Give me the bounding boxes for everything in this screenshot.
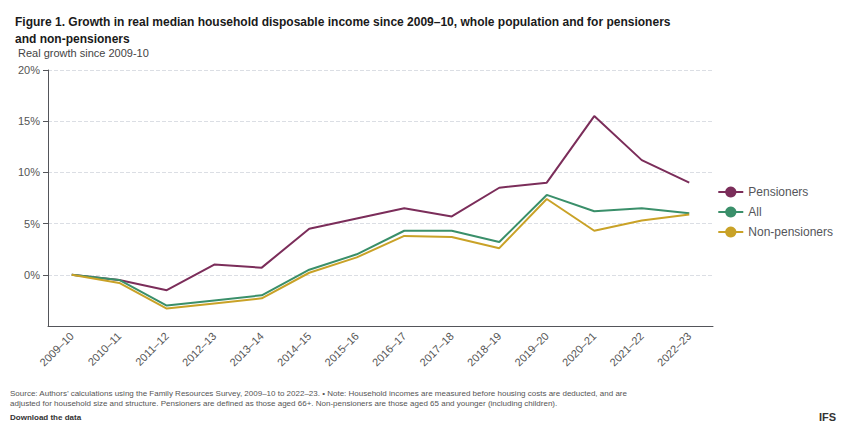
svg-text:adjusted for household size an: adjusted for household size and structur…	[10, 399, 557, 408]
svg-text:2011–12: 2011–12	[133, 330, 171, 368]
svg-text:Figure 1. Growth in real media: Figure 1. Growth in real median househol…	[15, 15, 671, 29]
svg-text:2016–17: 2016–17	[370, 330, 409, 369]
svg-text:2019–20: 2019–20	[512, 330, 551, 369]
svg-text:2018–19: 2018–19	[465, 330, 504, 369]
svg-text:All: All	[748, 205, 761, 219]
svg-text:Non-pensioners: Non-pensioners	[748, 225, 833, 239]
svg-text:0%: 0%	[24, 269, 40, 281]
svg-text:and non-pensioners: and non-pensioners	[15, 32, 130, 46]
svg-text:2014–15: 2014–15	[275, 330, 314, 369]
svg-text:2017–18: 2017–18	[417, 330, 456, 369]
svg-text:2009–10: 2009–10	[37, 330, 76, 369]
svg-text:Source: Authors’ calculations: Source: Authors’ calculations using the …	[10, 389, 627, 398]
svg-text:20%: 20%	[18, 64, 40, 76]
svg-text:2021–22: 2021–22	[607, 330, 646, 369]
svg-text:Pensioners: Pensioners	[748, 185, 808, 199]
svg-text:5%: 5%	[24, 218, 40, 230]
svg-text:Real growth since 2009-10: Real growth since 2009-10	[18, 47, 149, 59]
svg-text:2013–14: 2013–14	[227, 330, 266, 369]
svg-text:2010–11: 2010–11	[85, 330, 123, 368]
svg-text:2012–13: 2012–13	[180, 330, 219, 369]
svg-text:10%: 10%	[18, 166, 40, 178]
svg-text:Download the data: Download the data	[10, 413, 82, 422]
svg-text:2020–21: 2020–21	[560, 330, 599, 369]
svg-text:2015–16: 2015–16	[322, 330, 361, 369]
svg-text:2022–23: 2022–23	[655, 330, 694, 369]
svg-text:15%: 15%	[18, 115, 40, 127]
svg-text:IFS: IFS	[819, 411, 836, 423]
